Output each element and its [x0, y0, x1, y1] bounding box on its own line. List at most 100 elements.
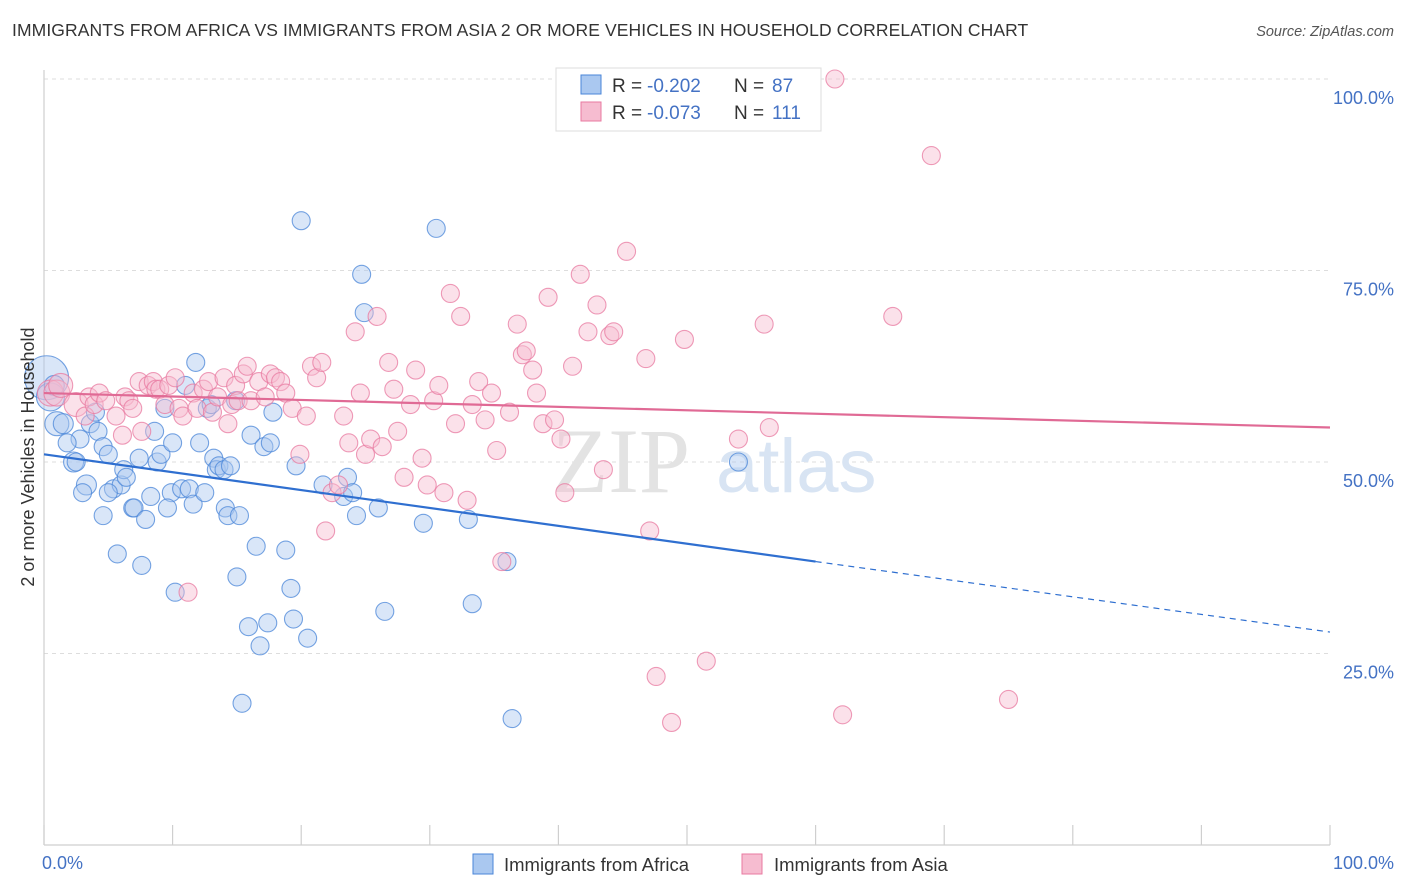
asia-point — [214, 368, 234, 388]
asia-point — [412, 448, 432, 468]
watermark: ZIP atlas — [552, 410, 877, 512]
africa-point — [157, 498, 178, 518]
asia-point — [226, 375, 246, 395]
africa-point — [232, 693, 252, 713]
trend-line-africa-extrapolated — [815, 560, 1331, 633]
legend-n-value-africa: 87 — [772, 76, 793, 97]
asia-point — [636, 349, 656, 369]
asia-point — [445, 414, 466, 434]
asia-point — [424, 391, 444, 411]
africa-point — [57, 433, 77, 453]
legend-n-value-asia: 111 — [772, 103, 801, 124]
asia-point — [255, 387, 275, 407]
africa-point — [263, 402, 283, 422]
asia-point — [106, 406, 126, 426]
africa-point — [88, 421, 108, 441]
asia-point — [199, 372, 219, 392]
y-tick-label: 50.0% — [1343, 471, 1394, 491]
legend-r-value-asia: -0.073 — [647, 103, 701, 124]
africa-point — [462, 594, 482, 614]
africa-point — [183, 494, 203, 514]
asia-point — [883, 306, 903, 327]
asia-point — [646, 666, 666, 687]
asia-point — [507, 314, 527, 334]
asia-point — [512, 345, 532, 365]
africa-point — [52, 413, 74, 435]
asia-point — [384, 379, 404, 399]
asia-point — [218, 414, 238, 434]
y-axis-tick-labels: 25.0% 50.0% 75.0% 100.0% — [1333, 88, 1394, 683]
asia-point — [350, 383, 370, 403]
asia-point — [271, 372, 291, 392]
asia-points — [36, 69, 1019, 732]
africa-point — [281, 578, 301, 598]
asia-point — [290, 444, 310, 464]
asia-point — [379, 352, 399, 372]
asia-point — [523, 360, 543, 380]
africa-point — [132, 555, 152, 575]
africa-point — [283, 609, 304, 629]
africa-point — [502, 709, 522, 729]
asia-point — [640, 521, 660, 541]
asia-point — [301, 356, 322, 376]
asia-point — [754, 314, 774, 334]
asia-point — [516, 341, 536, 361]
asia-point — [499, 402, 520, 422]
asia-point — [440, 283, 460, 304]
africa-point — [258, 613, 278, 633]
asia-point — [587, 295, 607, 315]
africa-point — [241, 425, 261, 445]
africa-point — [98, 444, 118, 464]
asia-point — [833, 705, 853, 725]
asia-point — [617, 241, 637, 261]
series-legend-label-africa: Immigrants from Africa — [504, 854, 690, 875]
trend-lines — [43, 391, 1331, 633]
asia-point — [400, 394, 421, 415]
asia-point — [593, 460, 613, 480]
africa-point — [151, 444, 171, 464]
africa-point — [246, 536, 266, 556]
asia-point — [662, 712, 682, 732]
asia-point — [241, 391, 261, 411]
y-axis-title: 2 or more Vehicles in Household — [18, 327, 38, 586]
africa-point — [286, 456, 306, 476]
asia-point — [457, 490, 477, 510]
asia-point — [674, 329, 694, 349]
africa-point — [352, 264, 372, 284]
asia-point — [132, 421, 152, 441]
asia-point — [187, 398, 207, 418]
africa-point — [124, 498, 144, 518]
africa-point — [116, 467, 136, 487]
africa-point — [179, 479, 199, 499]
legend-n-label-africa: N = — [734, 76, 764, 97]
africa-point — [107, 544, 127, 564]
asia-point — [825, 69, 845, 89]
correlation-legend: R = -0.202 N = 87 R = -0.073 N = 111 — [555, 67, 822, 132]
asia-point — [345, 322, 365, 342]
asia-point — [759, 417, 779, 438]
asia-point — [570, 264, 590, 284]
x-tick-label-min: 0.0% — [42, 853, 83, 873]
africa-point — [227, 567, 247, 587]
watermark-atlas: atlas — [716, 424, 877, 509]
africa-point — [136, 509, 156, 530]
africa-point — [70, 429, 90, 449]
asia-point — [159, 375, 179, 395]
africa-point — [195, 483, 215, 503]
asia-point — [115, 387, 135, 407]
africa-point — [93, 506, 113, 526]
asia-point — [544, 410, 565, 430]
asia-point — [551, 429, 571, 449]
asia-point — [328, 475, 349, 495]
asia-point — [96, 391, 116, 411]
asia-point — [260, 364, 280, 384]
asia-point — [89, 383, 109, 403]
asia-point — [429, 375, 449, 395]
africa-point — [175, 375, 196, 395]
asia-point — [112, 425, 132, 445]
africa-point — [298, 628, 318, 648]
asia-point — [339, 433, 359, 453]
africa-point — [190, 433, 210, 453]
y-tick-label: 100.0% — [1333, 88, 1394, 108]
